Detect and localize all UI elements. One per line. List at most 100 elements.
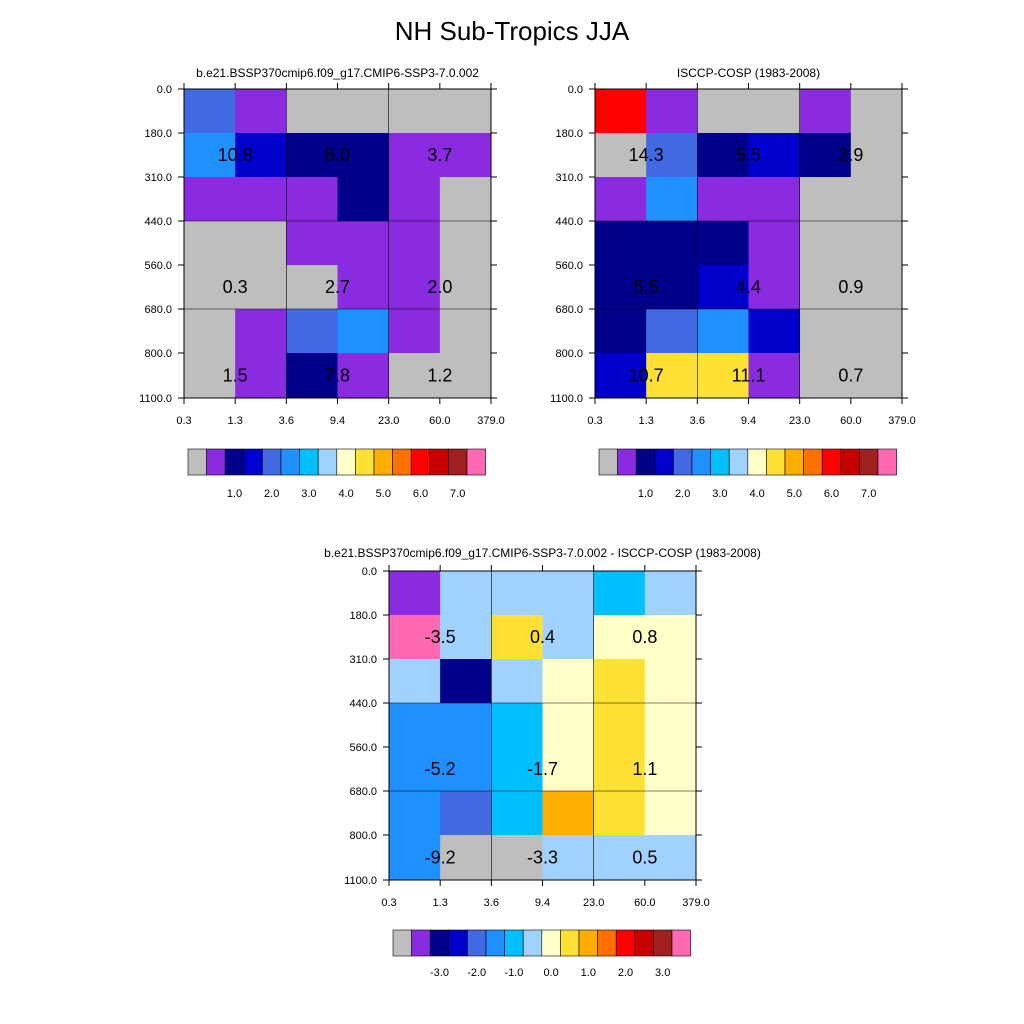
heatmap-cell (593, 747, 646, 792)
heatmap-cell (595, 309, 647, 354)
colorbar-swatch (466, 448, 486, 476)
y-tick-label: 310.0 (555, 172, 583, 184)
heatmap-cell (593, 659, 646, 704)
heatmap-cell (439, 133, 492, 178)
heatmap-cell (286, 177, 338, 222)
colorbar-swatch (280, 448, 300, 476)
heatmap-cell (644, 835, 697, 881)
heatmap-cell (388, 133, 441, 178)
colorbar-label: -3.0 (430, 967, 449, 979)
x-tick-label: 60.0 (634, 897, 655, 909)
colorbar-swatch (299, 448, 319, 476)
heatmap-cell (235, 353, 287, 399)
x-tick-label: 1.3 (639, 415, 654, 427)
heatmap-cell (646, 177, 698, 222)
colorbar-label: -1.0 (504, 967, 523, 979)
heatmap-cell (593, 571, 646, 616)
colorbar-swatch (317, 448, 338, 476)
cell-value-label: 3.7 (427, 145, 452, 165)
heatmap-cell (440, 703, 492, 748)
colorbar-swatch (206, 448, 226, 476)
heatmap-cell (799, 133, 852, 178)
heatmap-cell (697, 133, 749, 178)
cell-value-label: 1.5 (223, 366, 248, 386)
colorbar-swatch (411, 929, 431, 957)
colorbar-swatch (821, 448, 842, 476)
heatmap-cell (491, 571, 543, 616)
colorbar-swatch (859, 448, 879, 476)
heatmap-cell (389, 659, 441, 704)
heatmap-cell (748, 353, 801, 399)
colorbar-swatch (617, 448, 637, 476)
panel-difference: b.e21.BSSP370cmip6.f09_g17.CMIP6-SSP3-7.… (324, 546, 761, 979)
heatmap-cell (184, 133, 236, 178)
colorbar-label: -2.0 (467, 967, 486, 979)
heatmap-cell (439, 177, 492, 222)
heatmap-cell (389, 571, 441, 616)
heatmap-cell (286, 133, 338, 178)
heatmap-cell (337, 133, 390, 178)
heatmap-cell (389, 835, 441, 881)
cell-value-label: 0.4 (530, 627, 555, 647)
cell-value-label: 0.3 (223, 277, 248, 297)
panel-isccp-obs: ISCCP-COSP (1983-2008) 0.0 180.0 310.0 440.0… (550, 66, 916, 500)
panel-model: b.e21.BSSP370cmip6.f09_g17.CMIP6-SSP3-7.… (139, 66, 505, 500)
heatmap-cell (184, 221, 236, 266)
heatmap-cell (850, 353, 903, 399)
x-tick-label: 23.0 (378, 415, 399, 427)
colorbar-swatch (429, 929, 450, 957)
heatmap-cell (184, 89, 236, 134)
x-tick-label: 3.6 (484, 897, 499, 909)
colorbar-swatch (373, 448, 393, 476)
cell-value-label: 5.5 (634, 277, 659, 297)
colorbar-swatch (803, 448, 823, 476)
cell-value-label: 2.9 (838, 145, 863, 165)
heatmap-cell (697, 309, 749, 354)
colorbar-swatch (784, 448, 804, 476)
colorbar-label: 6.0 (824, 488, 839, 500)
colorbar-swatch (560, 929, 580, 957)
heatmap-cell (646, 133, 698, 178)
heatmap-cell (388, 221, 441, 266)
cell-value-label: 4.4 (736, 277, 761, 297)
cell-value-label: 0.8 (632, 627, 657, 647)
heatmap-cell (184, 177, 236, 222)
colorbar-swatch (634, 929, 654, 957)
heatmap-cell (286, 309, 338, 354)
cell-value-label: -5.2 (425, 759, 456, 779)
cell-value-label: 6.0 (325, 145, 350, 165)
heatmap-cell (850, 177, 903, 222)
colorbar-swatch (615, 929, 636, 957)
heatmap-cell (850, 265, 903, 310)
heatmap-cell (644, 659, 697, 704)
cell-value-label: 11.1 (732, 366, 766, 386)
heatmap-cell (593, 835, 646, 881)
y-tick-label: 440.0 (555, 216, 583, 228)
y-tick-label: 440.0 (349, 698, 377, 710)
heatmap-cell (439, 221, 492, 266)
heatmap-cell (286, 353, 338, 399)
heatmap-cell (595, 177, 647, 222)
heatmap-cell (388, 353, 441, 399)
y-tick-label: 560.0 (144, 260, 172, 272)
heatmap-cell (388, 309, 441, 354)
cell-value-label: -1.7 (527, 759, 558, 779)
colorbar-swatch (355, 448, 375, 476)
heatmap-cell (542, 571, 595, 616)
heatmap-cell (439, 353, 492, 399)
x-tick-label: 0.3 (381, 897, 396, 909)
heatmap-cell (542, 791, 595, 836)
heatmap-cell (388, 89, 441, 134)
heatmap-cell (542, 659, 595, 704)
heatmap-cell (593, 615, 646, 660)
heatmap-cell (440, 659, 492, 704)
panel-title: ISCCP-COSP (1983-2008) (677, 66, 820, 80)
colorbar-label: 4.0 (749, 488, 764, 500)
heatmap-cell (799, 309, 852, 354)
colorbar-label: 5.0 (376, 488, 391, 500)
heatmap-cell (440, 747, 492, 792)
colorbar-swatch (654, 448, 674, 476)
x-tick-label: 1.3 (433, 897, 448, 909)
heatmap-cell (184, 353, 236, 399)
colorbar-swatch (243, 448, 263, 476)
